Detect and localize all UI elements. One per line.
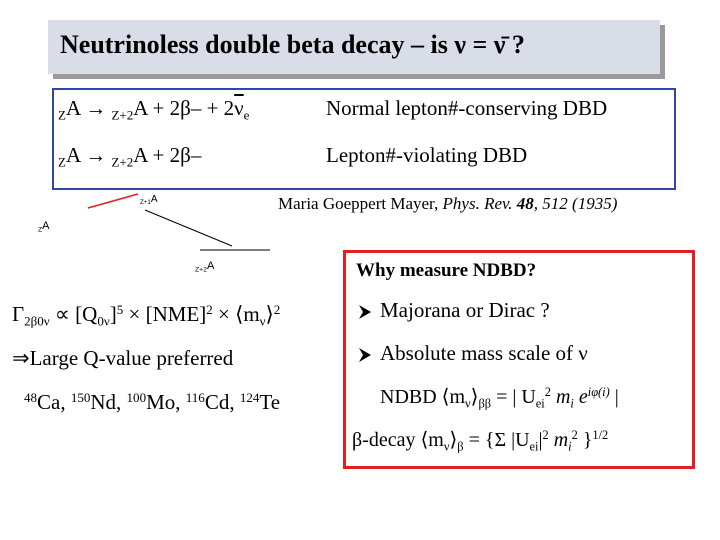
subscript: ei xyxy=(529,439,539,454)
subscript: 0ν xyxy=(97,313,110,329)
subscript: ν xyxy=(443,439,450,454)
text: m xyxy=(548,429,569,451)
text: Γ xyxy=(12,302,25,327)
ndbd-formula: NDBD ⟨mν⟩ββ = | Uei2 mi eiφ(i) | xyxy=(380,384,619,411)
bullet-arrow xyxy=(359,348,371,363)
text: A + 2β– xyxy=(133,143,202,167)
decay-arrow xyxy=(144,209,233,247)
text: A → xyxy=(65,96,112,120)
text: Maria Goeppert Mayer, xyxy=(278,194,443,213)
text: β-decay ⟨m xyxy=(352,429,444,451)
bullet: Absolute mass scale of ν xyxy=(358,341,588,366)
text: NDBD ⟨m xyxy=(380,386,466,408)
formula-box xyxy=(52,88,676,190)
mass-number: 116 xyxy=(185,390,205,405)
text: , 512 (1935) xyxy=(533,194,618,213)
subscript: 2β0ν xyxy=(24,313,50,329)
mass-number: 150 xyxy=(70,390,91,405)
text: m xyxy=(550,386,571,408)
subscript: Z xyxy=(38,226,43,234)
title: Neutrinoless double beta decay – is ν = … xyxy=(60,30,525,59)
subscript: i xyxy=(570,396,574,411)
text: A → xyxy=(65,143,112,167)
citation: Maria Goeppert Mayer, Phys. Rev. 48, 512… xyxy=(278,194,617,214)
bullet: Majorana or Dirac ? xyxy=(358,298,550,323)
text: = {Σ |U xyxy=(463,429,530,451)
decay-arrow xyxy=(87,193,139,209)
beta-formula: β-decay ⟨mν⟩β = {Σ |Uei|2 mi2 }1/2 xyxy=(352,427,608,454)
text: A xyxy=(42,220,50,232)
text: Majorana or Dirac ? xyxy=(380,298,550,322)
element-symbol: Te xyxy=(259,390,281,415)
text: ⟩ xyxy=(265,302,274,327)
mass-number: 48 xyxy=(24,390,38,405)
text: A + 2β– + 2 xyxy=(133,96,235,120)
superscript: 1/2 xyxy=(592,428,609,443)
element-symbol: Mo, xyxy=(146,390,186,415)
subscript: e xyxy=(243,107,250,123)
text: Phys. Rev. xyxy=(442,194,517,213)
text: | xyxy=(609,386,619,408)
text: ] xyxy=(109,302,117,327)
superscript: 2 xyxy=(571,428,578,443)
subscript: Z xyxy=(58,154,66,170)
superscript: 2 xyxy=(544,385,551,400)
superscript: 2 xyxy=(206,302,213,317)
text: | xyxy=(538,429,543,451)
rate-formula: Γ2β0ν ∝ [Q0ν]5 × [NME]2 × ⟨mν⟩2 xyxy=(12,302,280,330)
heading: Why measure NDBD? xyxy=(356,260,537,281)
description: Normal lepton#-conserving DBD xyxy=(326,96,608,120)
text: A xyxy=(206,260,215,272)
subscript: Z+2 xyxy=(195,266,207,274)
title-box xyxy=(48,20,660,74)
superscript: 5 xyxy=(116,302,124,317)
diagram-label: Z+2A xyxy=(195,260,214,273)
formula: ZA → Z+2A + 2β– + 2νe xyxy=(58,96,249,124)
preference: ⇒Large Q-value preferred xyxy=(12,346,234,370)
diagram-label: Z+1A xyxy=(140,194,158,206)
subscript: ν xyxy=(259,313,266,329)
formula: ZA → Z+2A + 2β– xyxy=(58,143,201,171)
diagram-label: ZA xyxy=(38,220,50,233)
mass-number: 100 xyxy=(126,390,147,405)
text: A xyxy=(150,194,158,205)
subscript: Z+1 xyxy=(140,199,151,207)
subscript: Z xyxy=(58,107,66,123)
text: } xyxy=(577,429,593,451)
text: ⟩ xyxy=(449,429,458,451)
text: ν xyxy=(234,96,244,120)
element-symbol: Nd, xyxy=(90,390,127,415)
element-symbol: Ca, xyxy=(37,390,71,415)
text: ⟩ xyxy=(470,386,479,408)
isotopes: 48Ca, 150Nd, 100Mo, 116Cd, 124Te xyxy=(24,390,280,415)
text: = | U xyxy=(491,386,536,408)
subscript: ν xyxy=(465,396,471,411)
subscript: ei xyxy=(535,396,545,411)
element-symbol: Cd, xyxy=(204,390,240,415)
text: 48 xyxy=(516,194,534,213)
superscript: iφ(i) xyxy=(587,385,610,400)
superscript: 2 xyxy=(542,428,549,443)
mass-number: 124 xyxy=(239,390,260,405)
subscript: Z+2 xyxy=(111,154,134,170)
subscript: ββ xyxy=(478,396,492,411)
subscript: Z+2 xyxy=(111,107,134,123)
text: × [NME] xyxy=(123,302,207,327)
highlight-box xyxy=(343,250,695,469)
subscript: i xyxy=(568,439,572,454)
text: ∝ [Q xyxy=(49,302,98,327)
text: e xyxy=(573,386,588,408)
bullet-arrow xyxy=(359,305,371,320)
superscript: 2 xyxy=(273,302,281,317)
description: Lepton#-violating DBD xyxy=(326,143,528,167)
text: × ⟨m xyxy=(212,302,260,327)
subscript: β xyxy=(457,439,464,454)
text: Absolute mass scale of ν xyxy=(380,341,588,365)
